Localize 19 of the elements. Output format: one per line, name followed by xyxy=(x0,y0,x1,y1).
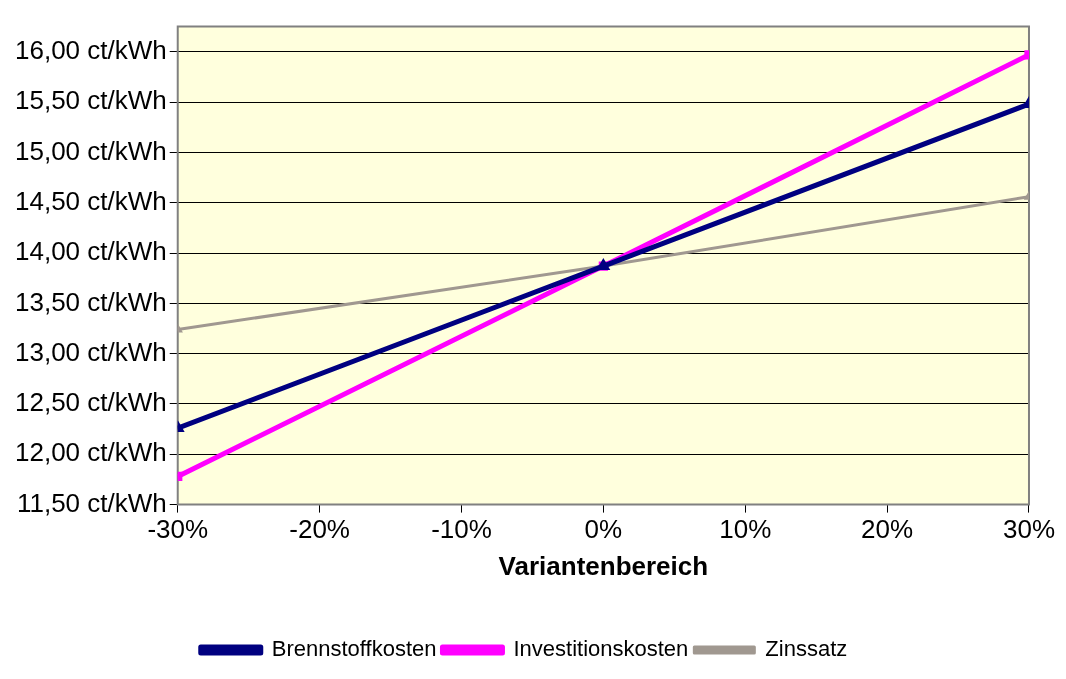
y-tick-label: 15,50 ct/kWh xyxy=(15,85,167,116)
x-tick-label: 0% xyxy=(584,514,623,545)
y-tick-label: 12,50 ct/kWh xyxy=(15,387,167,418)
legend-label: Brennstoffkosten xyxy=(271,636,437,662)
x-axis-title: Variantenbereich xyxy=(498,550,709,581)
y-tick-label: 13,50 ct/kWh xyxy=(15,286,167,317)
x-tick-label: 30% xyxy=(1002,514,1055,545)
x-tick-label: 20% xyxy=(861,514,914,545)
y-tick-label: 14,00 ct/kWh xyxy=(15,236,167,267)
x-tick-label: -10% xyxy=(431,514,492,545)
y-tick-label: 16,00 ct/kWh xyxy=(15,34,167,65)
legend-label: Investitionskosten xyxy=(513,636,689,662)
legend-label: Zinssatz xyxy=(765,636,848,662)
x-tick-label: 10% xyxy=(719,514,772,545)
y-tick-label: 12,00 ct/kWh xyxy=(15,437,167,468)
y-tick-label: 13,00 ct/kWh xyxy=(15,336,167,367)
y-tick-label: 14,50 ct/kWh xyxy=(15,185,167,216)
x-tick-label: -20% xyxy=(289,514,350,545)
y-tick-label: 15,00 ct/kWh xyxy=(15,135,167,166)
